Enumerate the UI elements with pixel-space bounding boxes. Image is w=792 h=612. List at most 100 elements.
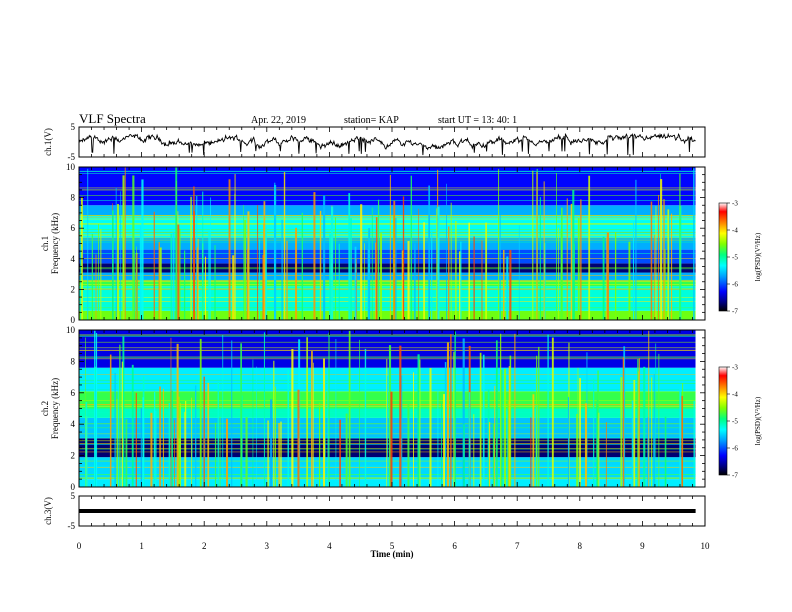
ch2-spectrogram-impulse: [479, 352, 482, 487]
ch2-spectrogram-impulse: [142, 397, 144, 487]
ch1-spectrogram-impulse: [606, 236, 608, 320]
ch2-spectrogram-impulse: [468, 392, 471, 487]
ch2-spectrogram-impulse: [313, 362, 314, 487]
ch2-spectrogram-impulse: [117, 368, 119, 487]
ch1-spectrogram-impulse: [655, 206, 657, 320]
ch2-spectrogram-impulse: [488, 422, 491, 487]
ch2-spectrogram-impulse: [429, 368, 432, 487]
ch2-spectrogram-impulse: [506, 410, 508, 487]
ch1-spectrogram-band: [79, 167, 696, 206]
ch2-spectrogram-impulse: [171, 390, 174, 487]
ch1-spectrogram-impulse: [348, 193, 351, 320]
ch2-spectrogram-impulse: [681, 395, 684, 487]
ch1-spectrogram-impulse: [395, 217, 397, 320]
ch1-waveform-ylabel: ch.1(V): [43, 128, 53, 156]
ch1-spectrogram-impulse: [410, 175, 412, 320]
ch2-spectrogram-impulse: [482, 354, 485, 487]
ch1-spectrogram-impulse: [614, 232, 617, 320]
ch2-spectrogram-impulse: [651, 377, 653, 487]
ch1-spectrogram-impulse: [650, 201, 653, 320]
ch1-spectrogram-impulse: [561, 207, 563, 320]
ch1-spectrogram-impulse: [262, 254, 264, 320]
ch2-spectrogram-ylabel: Frequency (kHz): [50, 378, 60, 439]
ch3-waveform-panel: -5 5 ch.3(V): [43, 491, 706, 531]
ch2-spectrogram-impulse: [597, 370, 599, 487]
ch1-spectrogram-impulse: [100, 229, 102, 320]
ch3-waveform-ylabel: ch.3(V): [43, 497, 53, 525]
ch1-spectrogram-impulse: [543, 181, 545, 320]
date-label: Apr. 22, 2019: [251, 115, 306, 126]
ch2-spectrogram-impulse: [494, 385, 496, 487]
ch2-spectrogram-impulse: [95, 332, 98, 487]
y-tick-label: -5: [68, 521, 76, 531]
ch1-spectrogram-band: [79, 286, 696, 311]
ch2-spectrogram-impulse: [453, 351, 455, 487]
ch2-spectrogram-impulse: [159, 386, 161, 487]
ch1-spectrogram-impulse: [448, 226, 450, 320]
ch2-spectrogram-impulse: [155, 411, 157, 487]
ch2-spectrogram-impulse: [658, 353, 660, 487]
x-tick-label: 1: [139, 541, 144, 551]
ch2-spectrogram-impulse: [364, 348, 367, 487]
ch1-spectrogram-impulse: [536, 171, 538, 320]
ch1-spectrogram-impulse: [139, 225, 142, 320]
ch2-spectrogram-impulse: [116, 399, 119, 487]
ch1-spectrogram-impulse: [283, 172, 286, 320]
ch1-spectrogram-impulse: [281, 219, 283, 320]
y-tick-label: 0: [71, 315, 76, 325]
x-tick-label: 3: [265, 541, 270, 551]
ch1-spectrogram-impulse: [450, 202, 452, 320]
colorbar-tick-label: -4: [732, 227, 738, 235]
ch1-spectrogram-impulse: [331, 206, 334, 320]
ch2-spectrogram-impulse: [121, 361, 123, 487]
ch2-spectrogram-impulse: [538, 346, 540, 487]
ch1-spectrogram-impulse: [87, 168, 89, 320]
ch1-spectrogram-ylabel: Frequency (kHz): [50, 213, 60, 274]
ch1-spectrogram-impulse: [572, 189, 575, 320]
ch1-spectrogram-impulse: [664, 249, 666, 320]
ch2-spectrogram-impulse: [323, 358, 325, 487]
ch2-spectrogram-impulse: [153, 420, 155, 487]
ch2-spectrogram-impulse: [454, 331, 456, 487]
ch2-spectrogram-impulse: [119, 344, 121, 487]
ch1-spectrogram-impulse: [375, 242, 377, 320]
ch1-spectrogram-blank: [695, 167, 705, 320]
ch2-spectrogram-impulse: [222, 335, 224, 487]
ch2-spectrogram-impulse: [638, 358, 640, 487]
x-tick-label: 2: [202, 541, 207, 551]
ch1-spectrogram-impulse: [91, 233, 93, 320]
ch1-spectrogram-impulse: [246, 248, 248, 320]
ch2-spectrogram-impulse: [551, 337, 554, 487]
ch2-spectrogram-impulse: [653, 423, 655, 487]
ch2-spectrogram-impulse: [176, 343, 179, 487]
ch2-spectrogram-impulse: [287, 370, 289, 487]
ch1-spectrogram-impulse: [473, 236, 475, 320]
ch2-spectrogram-impulse: [386, 359, 388, 487]
ch1-spectrogram-impulse: [244, 219, 247, 320]
colorbar-tick-label: -5: [732, 418, 738, 426]
ch2-spectrogram-impulse: [579, 378, 581, 487]
ch1-spectrogram-impulse: [506, 256, 509, 320]
ch2-spectrogram-impulse: [170, 337, 172, 487]
ch2-spectrogram-impulse: [463, 423, 465, 487]
ch1-spectrogram-impulse: [368, 228, 371, 320]
ch1-spectrogram-impulse: [228, 179, 231, 320]
ch1-spectrogram-impulse: [295, 227, 298, 320]
ch1-spectrogram-impulse: [183, 250, 186, 320]
ch2-spectrogram-impulse: [179, 403, 181, 487]
ch2-spectrogram-impulse: [444, 362, 447, 487]
ch1-spectrogram-impulse: [301, 212, 304, 320]
ch1-spectrogram-impulse: [401, 250, 404, 320]
ch1-spectrogram-impulse: [338, 243, 340, 320]
ch1-spectrogram-panel: 0 2 4 6 8 10 ch.1 Frequency (kHz) -3 -4 -5 -6 -7 log…: [40, 162, 762, 325]
ch2-spectrogram-impulse: [140, 408, 142, 487]
ch2-spectrogram-impulse: [168, 402, 171, 487]
ch1-spectrogram-impulse: [428, 185, 431, 320]
ch1-spectrogram-impulse: [247, 211, 250, 320]
ch2-spectrogram-impulse: [693, 400, 695, 487]
ch1-spectrogram-impulse: [177, 224, 180, 320]
y-tick-label: 4: [71, 419, 76, 429]
ch1-spectrogram-impulse: [193, 186, 195, 320]
ch1-spectrogram-impulse: [455, 221, 457, 320]
ch2-spectrogram-blank: [695, 330, 705, 487]
